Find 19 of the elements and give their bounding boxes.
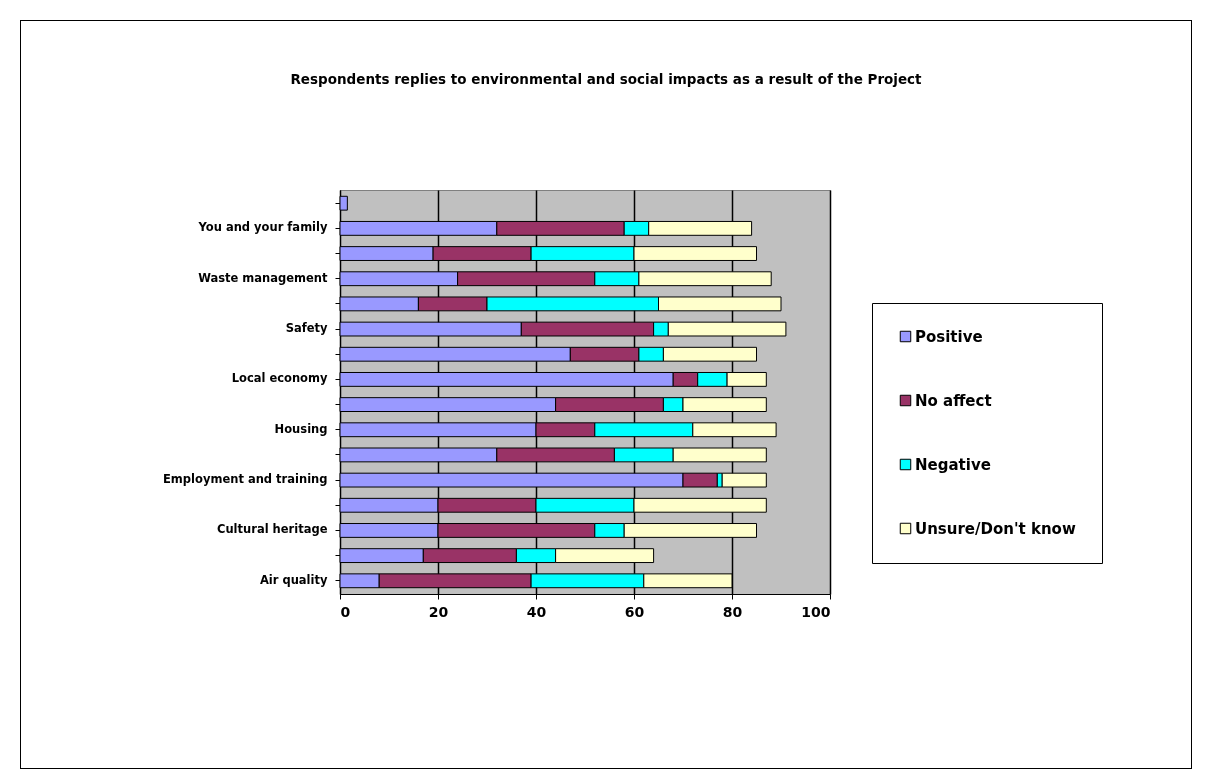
legend-label: No affect <box>915 391 992 410</box>
legend-label: Unsure/Don't know <box>915 519 1076 538</box>
x-tick-label: 100 <box>801 603 831 620</box>
y-tick-label: Employment and training <box>163 472 328 487</box>
legend-label: Negative <box>915 455 991 474</box>
legend-label: Positive <box>915 327 983 346</box>
y-tick-label: Housing <box>274 421 328 436</box>
x-tick-label: 40 <box>526 603 547 620</box>
y-tick-label: You and your family <box>197 220 328 235</box>
y-tick-label: Local economy <box>231 371 328 386</box>
x-tick-label: 80 <box>722 603 743 620</box>
y-tick-label: Safety <box>285 321 328 336</box>
y-tick-label: Air quality <box>259 572 328 587</box>
x-tick-label: 20 <box>428 603 449 620</box>
y-tick-label: Cultural heritage <box>216 522 328 537</box>
chart-title: Respondents replies to environmental and social impacts as a result of the Project <box>290 70 923 87</box>
y-tick-label: Waste management <box>198 270 328 285</box>
x-tick-label: 60 <box>624 603 645 620</box>
x-tick-label: 0 <box>340 603 351 620</box>
